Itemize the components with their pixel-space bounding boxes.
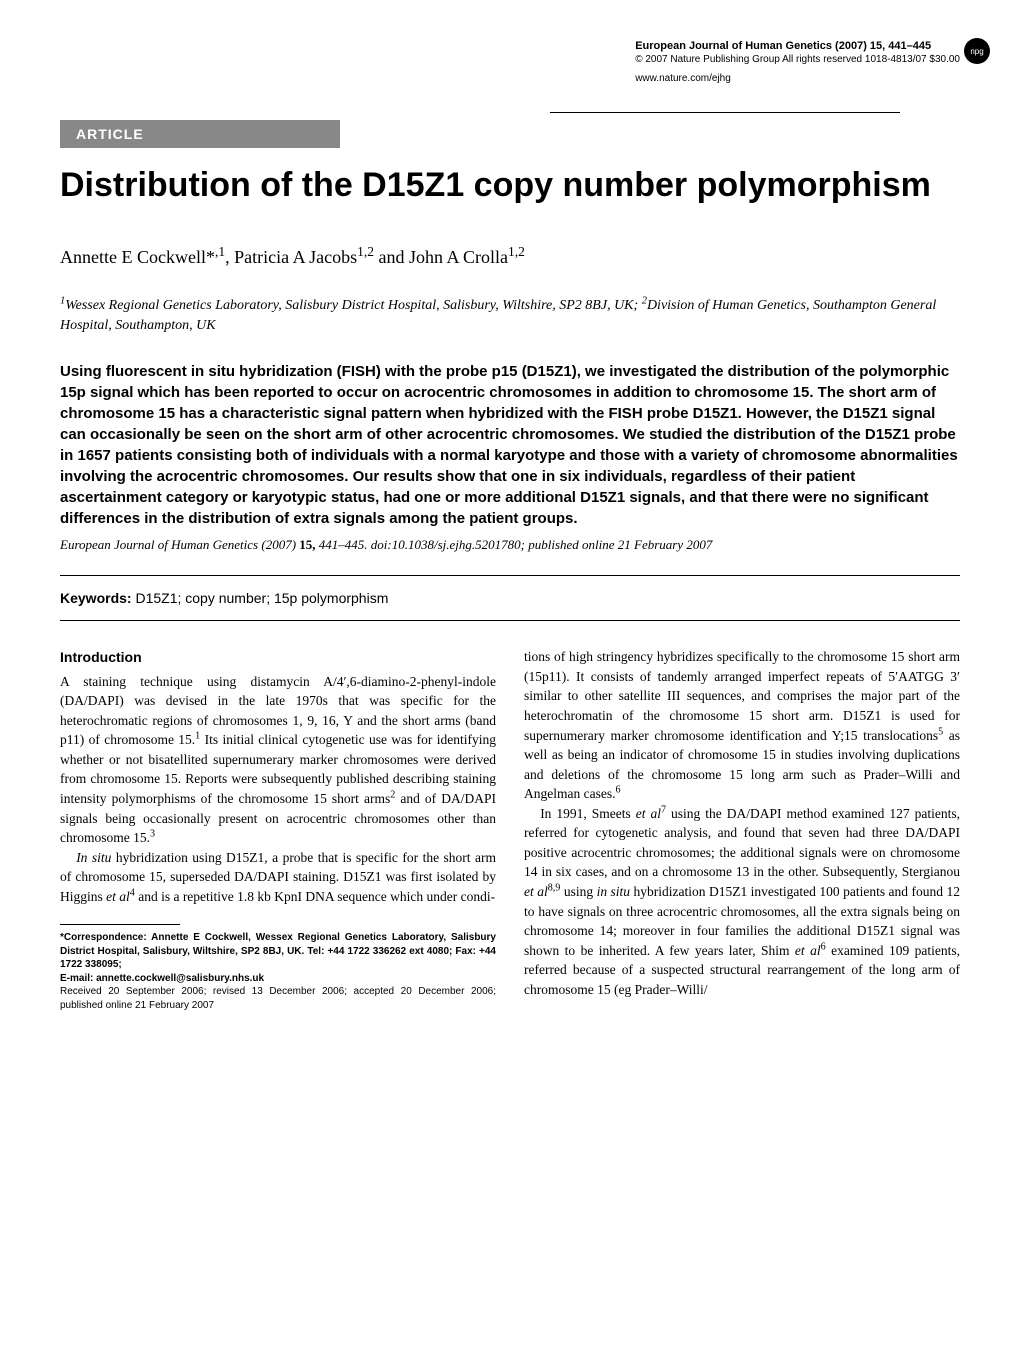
abstract: Using fluorescent in situ hybridization … [60, 361, 960, 529]
intro-paragraph-1: A staining technique using distamycin A/… [60, 672, 496, 848]
article-type-tab: ARTICLE [60, 120, 340, 148]
affiliations: 1Wessex Regional Genetics Laboratory, Sa… [60, 296, 960, 335]
divider-bottom [60, 620, 960, 621]
citation: European Journal of Human Genetics (2007… [60, 537, 960, 553]
article-title: Distribution of the D15Z1 copy number po… [60, 166, 960, 205]
website-line: www.nature.com/ejhg [635, 73, 960, 84]
correspondence: *Correspondence: Annette E Cockwell, Wes… [60, 931, 496, 972]
body-columns: Introduction A staining technique using … [60, 647, 960, 1012]
header-rule [550, 112, 900, 113]
journal-line: European Journal of Human Genetics (2007… [635, 40, 960, 52]
footnote-rule [60, 924, 180, 925]
footnotes: *Correspondence: Annette E Cockwell, Wes… [60, 931, 496, 1012]
citation-pages: 441–445. [319, 537, 368, 552]
authors: Annette E Cockwell*,1, Patricia A Jacobs… [60, 247, 960, 268]
running-header: European Journal of Human Genetics (2007… [635, 40, 960, 84]
divider-top [60, 575, 960, 576]
intro-paragraph-4: In 1991, Smeets et al7 using the DA/DAPI… [524, 804, 960, 1000]
citation-journal: European Journal of Human Genetics [60, 537, 258, 552]
column-right: tions of high stringency hybridizes spec… [524, 647, 960, 1012]
keywords: D15Z1; copy number; 15p polymorphism [135, 590, 388, 606]
citation-year: (2007) [261, 537, 296, 552]
keywords-label: Keywords: [60, 590, 132, 606]
article-history: Received 20 September 2006; revised 13 D… [60, 985, 496, 1012]
copyright-line: © 2007 Nature Publishing Group All right… [635, 54, 960, 65]
citation-doi: doi:10.1038/sj.ejhg.5201780; [371, 537, 525, 552]
citation-volume: 15, [299, 537, 315, 552]
intro-paragraph-2: In situ hybridization using D15Z1, a pro… [60, 848, 496, 907]
intro-paragraph-3: tions of high stringency hybridizes spec… [524, 647, 960, 804]
section-heading-introduction: Introduction [60, 647, 496, 667]
column-left: Introduction A staining technique using … [60, 647, 496, 1012]
publisher-logo-icon: npg [964, 38, 990, 64]
citation-pub: published online 21 February 2007 [528, 537, 712, 552]
correspondence-email: E-mail: annette.cockwell@salisbury.nhs.u… [60, 972, 496, 986]
keywords-line: Keywords: D15Z1; copy number; 15p polymo… [60, 590, 960, 606]
